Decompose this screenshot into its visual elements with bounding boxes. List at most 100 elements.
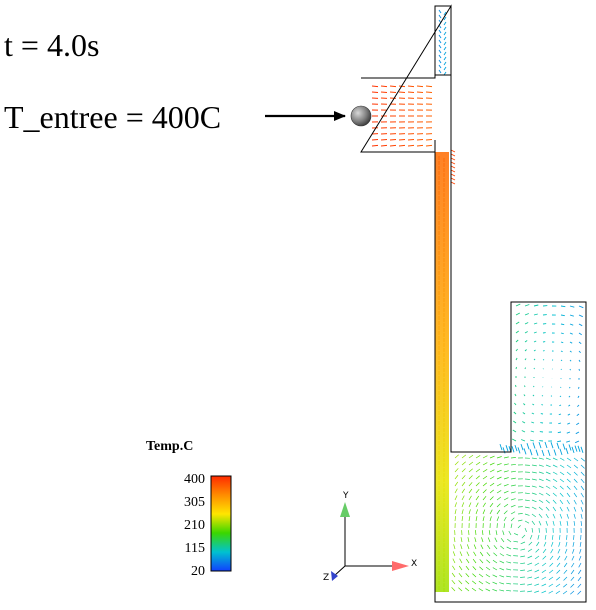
velocity-vector [545,513,549,519]
velocity-vector [482,455,488,459]
velocity-vector [515,357,518,361]
velocity-vector [538,441,542,449]
velocity-vector [541,590,547,594]
velocity-vector [526,443,530,450]
velocity-vector [438,39,442,44]
velocity-vector [468,475,473,480]
velocity-vector [478,573,484,578]
velocity-vector [569,350,572,353]
velocity-vector [577,590,582,595]
velocity-vector [499,560,505,564]
velocity-vector [545,499,550,504]
velocity-vector [533,322,538,325]
velocity-vector [451,587,456,592]
velocity-vector [482,495,487,501]
velocity-vector [545,464,551,468]
velocity-vector [577,404,580,408]
velocity-vector [524,492,530,495]
velocity-vector [524,478,530,480]
velocity-vector [495,530,498,536]
velocity-vector [556,562,561,568]
velocity-vector [468,461,474,466]
velocity-vector [570,590,575,595]
velocity-vector [510,484,516,487]
velocity-vector [538,527,540,533]
velocity-vector [496,516,500,522]
velocity-vector [398,144,406,147]
velocity-vector [571,446,575,454]
velocity-vector [560,305,566,308]
velocity-vector [533,313,538,316]
velocity-vector [468,502,472,508]
velocity-vector [475,461,481,466]
velocity-vector [510,498,516,501]
velocity-vector [513,420,517,424]
velocity-vector [533,304,539,307]
velocity-vector [482,482,488,487]
velocity-vector [482,469,488,473]
velocity-vector [485,581,491,585]
velocity-vector [471,580,477,585]
velocity-vector [531,412,535,415]
x-axis-label: X [411,559,417,569]
velocity-vector [569,359,572,362]
velocity-vector [560,350,563,353]
velocity-vector [553,449,557,456]
velocity-vector [407,91,415,93]
legend-tick-label: 20 [191,564,205,579]
velocity-vector [451,572,456,578]
velocity-vector [559,457,565,461]
velocity-vector [556,569,561,574]
velocity-vector [454,495,458,501]
velocity-vector [486,559,491,564]
velocity-vector [496,469,502,473]
velocity-vector [524,304,530,307]
velocity-vector [562,590,568,595]
velocity-vector [541,562,547,567]
velocity-vector [471,587,477,592]
velocity-vector [450,153,456,157]
velocity-vector [450,169,456,173]
velocity-vector [524,385,526,388]
velocity-vector [503,497,509,501]
velocity-vector [548,590,554,594]
velocity-vector [512,429,517,433]
velocity-vector [568,395,571,398]
velocity-vector [524,506,530,509]
velocity-vector [514,393,517,397]
velocity-vector [542,548,547,554]
velocity-vector [485,566,491,571]
velocity-vector [407,139,415,141]
velocity-vector [580,492,584,498]
velocity-vector [531,421,535,424]
velocity-vector [538,499,544,503]
velocity-vector [407,144,415,147]
velocity-vector [499,589,505,592]
velocity-vector [576,413,580,417]
velocity-vector [556,442,560,449]
hot-channel-fill [435,152,449,592]
velocity-vector [481,530,484,536]
velocity-vector [416,91,424,93]
velocity-vector [450,181,456,185]
legend-ticks: 400 305 210 115 20 [184,472,205,579]
velocity-vector [520,555,526,558]
time-label: t = 4.0s [4,27,99,63]
velocity-vector [580,520,583,526]
velocity-vector [564,555,568,561]
velocity-vector [527,590,533,593]
velocity-vector [506,561,512,564]
velocity-vector [578,314,583,318]
velocity-vector [479,559,484,564]
velocity-vector [506,546,512,550]
velocity-vector [380,85,388,88]
velocity-vector [550,548,554,554]
velocity-vector [541,569,547,573]
velocity-vector [461,461,466,466]
velocity-vector [450,173,456,177]
velocity-vector [533,331,537,334]
velocity-vector [380,144,388,147]
velocity-vector [389,85,397,88]
velocity-vector [475,488,480,494]
velocity-vector [571,562,575,568]
